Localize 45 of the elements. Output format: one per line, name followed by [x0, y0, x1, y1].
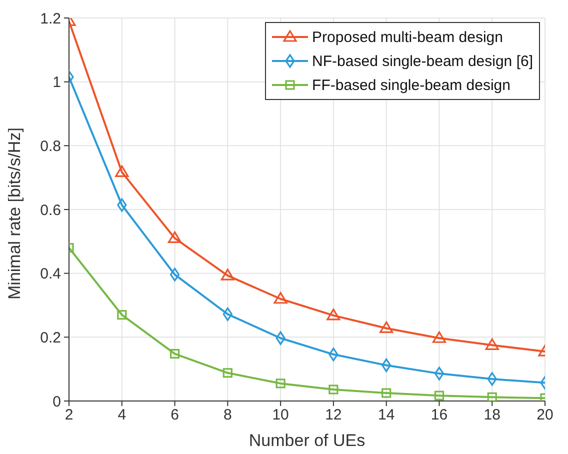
x-tick-label: 2	[64, 406, 74, 424]
y-axis-title: Minimal rate [bits/s/Hz]	[5, 128, 24, 300]
point	[170, 268, 180, 282]
x-tick-label: 16	[430, 406, 448, 424]
x-tick-label: 4	[118, 406, 126, 424]
point	[276, 331, 286, 345]
point	[117, 198, 127, 212]
x-tick-label: 10	[272, 406, 289, 424]
point	[276, 378, 286, 388]
point	[168, 231, 182, 244]
point	[432, 331, 446, 343]
x-tick-label: 8	[223, 406, 232, 424]
point	[487, 372, 497, 386]
y-tick-label: 1	[52, 74, 61, 92]
point	[274, 292, 288, 304]
point	[220, 268, 234, 280]
point	[434, 366, 444, 380]
y-tick-label: 1.2	[40, 10, 61, 28]
point	[117, 310, 127, 320]
point	[380, 321, 394, 334]
x-tick-label: 20	[536, 406, 554, 424]
point	[222, 307, 232, 321]
y-tick-label: 0.2	[40, 329, 61, 346]
y-tick-label: 0.6	[40, 202, 61, 219]
point	[328, 384, 338, 394]
legend-label: FF-based single-beam design	[312, 76, 510, 94]
point	[434, 390, 444, 400]
legend-label: NF-based single-beam design [6]	[312, 52, 533, 70]
point	[115, 165, 129, 177]
point	[485, 338, 499, 350]
y-tick-label: 0.8	[40, 138, 61, 155]
point	[170, 348, 180, 359]
point	[382, 388, 392, 398]
x-tick-label: 6	[170, 406, 179, 424]
x-tick-label: 12	[325, 406, 342, 424]
legend-label: Proposed multi-beam design	[312, 28, 503, 46]
point	[487, 392, 497, 401]
point	[326, 308, 340, 320]
point	[222, 368, 232, 378]
y-tick-label: 0	[52, 393, 61, 410]
x-tick-label: 14	[378, 406, 395, 424]
x-axis-title: Number of UEs	[248, 431, 366, 450]
point	[328, 348, 338, 362]
y-tick-label: 0.4	[40, 266, 61, 283]
x-tick-label: 18	[484, 406, 500, 424]
